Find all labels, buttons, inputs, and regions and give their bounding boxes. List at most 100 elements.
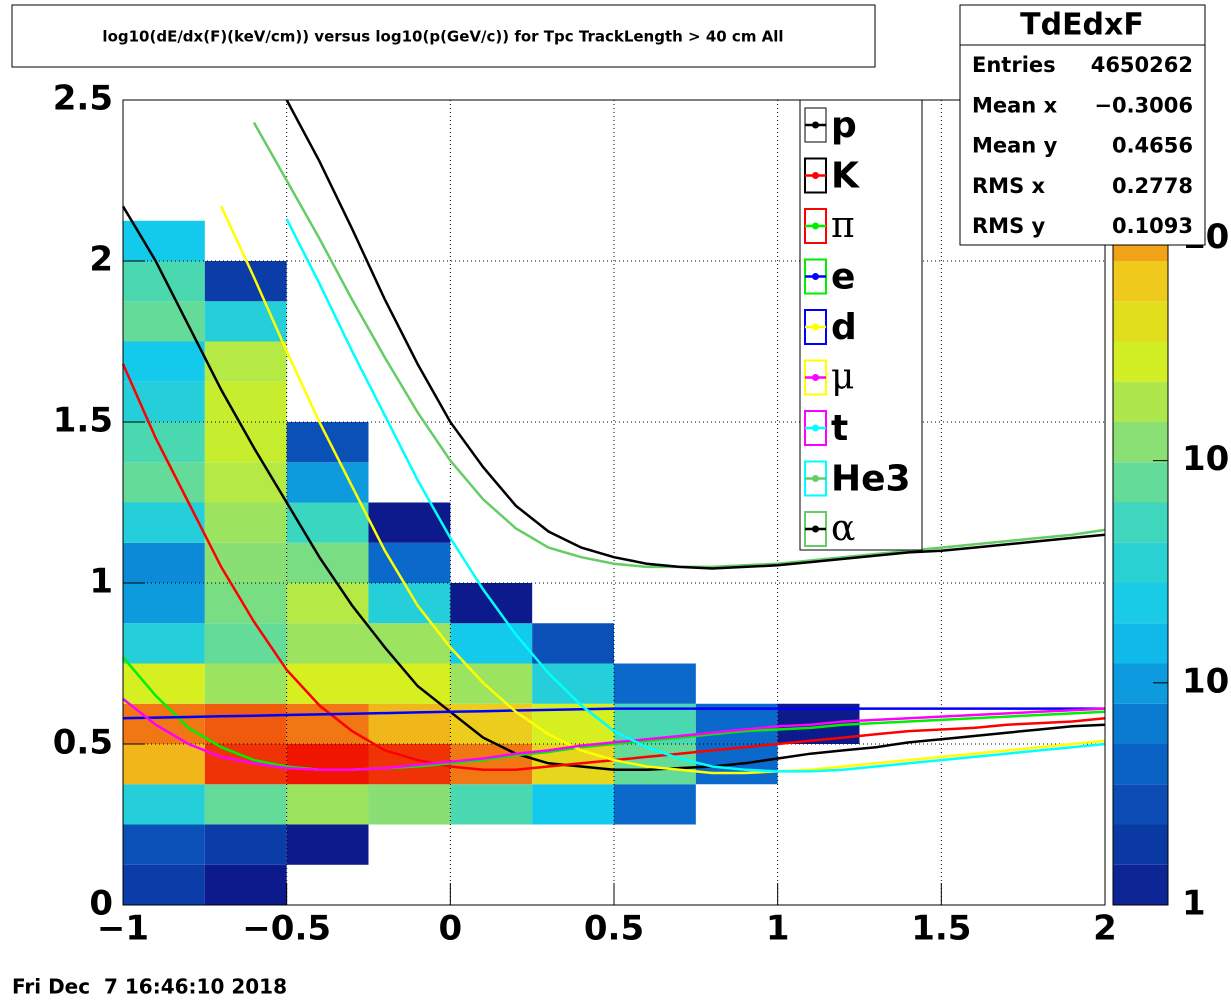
palette-band [1113,703,1168,744]
palette-band [1113,744,1168,785]
heat-cell [204,462,287,503]
heat-cell [204,663,287,704]
x-tick-label: 1.5 [911,909,971,949]
palette-band [1113,623,1168,664]
curve [122,656,1106,772]
y-tick-label: 0.5 [53,723,113,763]
heat-cell [123,261,205,302]
heat-cell [368,583,451,624]
heat-cell [123,824,205,865]
heat-cell [368,663,451,704]
x-tick-label: 2 [1093,909,1117,949]
heat-cell [614,784,696,825]
palette-band [1113,542,1168,583]
y-tick-label: 2.5 [53,79,113,119]
palette-band [1113,301,1168,342]
heat-cell [204,864,287,905]
heat-cell [286,462,369,503]
palette-band [1113,261,1168,302]
legend-label: He3 [831,459,911,500]
heat-cell [204,261,287,302]
title-box [11,4,876,68]
palette-band [1113,502,1168,543]
heat-cell [286,623,369,664]
axes: −1 −0.5 0 0.5 1 1.5 2 0 0.5 1 1.5 2 2.5 [53,79,1117,949]
heat-cell [286,824,369,865]
stats-value: 4650262 [1091,53,1193,77]
heat-cell [123,542,205,583]
palette-band [1113,341,1168,382]
heat-cell [532,623,614,664]
footer-date: Fri Dec 7 16:46:10 2018 [12,975,287,999]
heat-cell [123,301,205,342]
palette-band [1113,784,1168,825]
legend-label: μ [831,357,854,398]
legend-label: t [831,408,848,449]
curves [121,99,1106,775]
legend-marker [812,374,819,381]
heatmap [123,220,860,905]
heat-cell [123,623,205,664]
stats-title: TdEdxF [1020,8,1144,43]
heat-cell [123,663,205,704]
y-tick-label: 1 [89,562,113,602]
heat-cell [286,502,369,543]
legend-marker [812,424,819,432]
z-tick-label: 1 [1182,884,1206,924]
heat-cell [123,381,205,422]
legend-marker [812,273,819,280]
legend-marker [812,222,819,230]
heat-cell [123,583,205,624]
heat-cell [450,744,533,785]
x-tick-label: −0.5 [242,909,331,949]
legend-marker [812,475,819,482]
curve [285,218,1106,773]
heat-cell [123,864,205,905]
stats-value: 0.2778 [1112,174,1193,198]
heat-cell [204,703,287,744]
z-tick-label: 10 [1182,661,1229,701]
stats-label: Mean x [972,93,1058,117]
legend-marker [812,172,819,179]
palette-band [1113,583,1168,624]
legend-marker [812,121,819,129]
legend-marker [812,323,819,331]
heat-cell [614,663,696,704]
x-tick-label: 0.5 [584,909,644,949]
heat-cell [368,502,451,543]
stats-label: RMS x [972,174,1046,198]
heat-cell [204,784,287,825]
heat-cell [450,583,533,624]
heat-cell [123,341,205,382]
x-tick-label: −1 [97,909,149,949]
curve [220,205,1106,775]
palette-band [1113,864,1168,905]
legend-label: d [831,307,857,348]
heat-cell [286,784,369,825]
heat-cell [532,784,614,825]
palette-band [1113,462,1168,503]
heat-cell [368,542,451,583]
heat-cell [204,824,287,865]
stats-label: Mean y [972,134,1058,158]
curve [121,205,1106,772]
legend-label: p [831,105,857,146]
palette-band [1113,381,1168,422]
stats-value: −0.3006 [1094,93,1193,117]
heat-cell [204,583,287,624]
curve [122,697,1106,772]
heat-cell [450,623,533,664]
stats-value: 0.4656 [1112,134,1193,158]
stats-label: RMS y [972,214,1046,238]
heat-cell [286,542,369,583]
legend-label: e [831,257,855,298]
palette-band [1113,824,1168,865]
stats: Entries 4650262 Mean x −0.3006 Mean y 0.4656 R… [972,53,1193,238]
heat-cell [450,663,533,704]
y-tick-label: 0 [89,884,113,924]
heat-cell [204,422,287,463]
legend-label: α [831,508,855,549]
heat-cell [368,703,451,744]
